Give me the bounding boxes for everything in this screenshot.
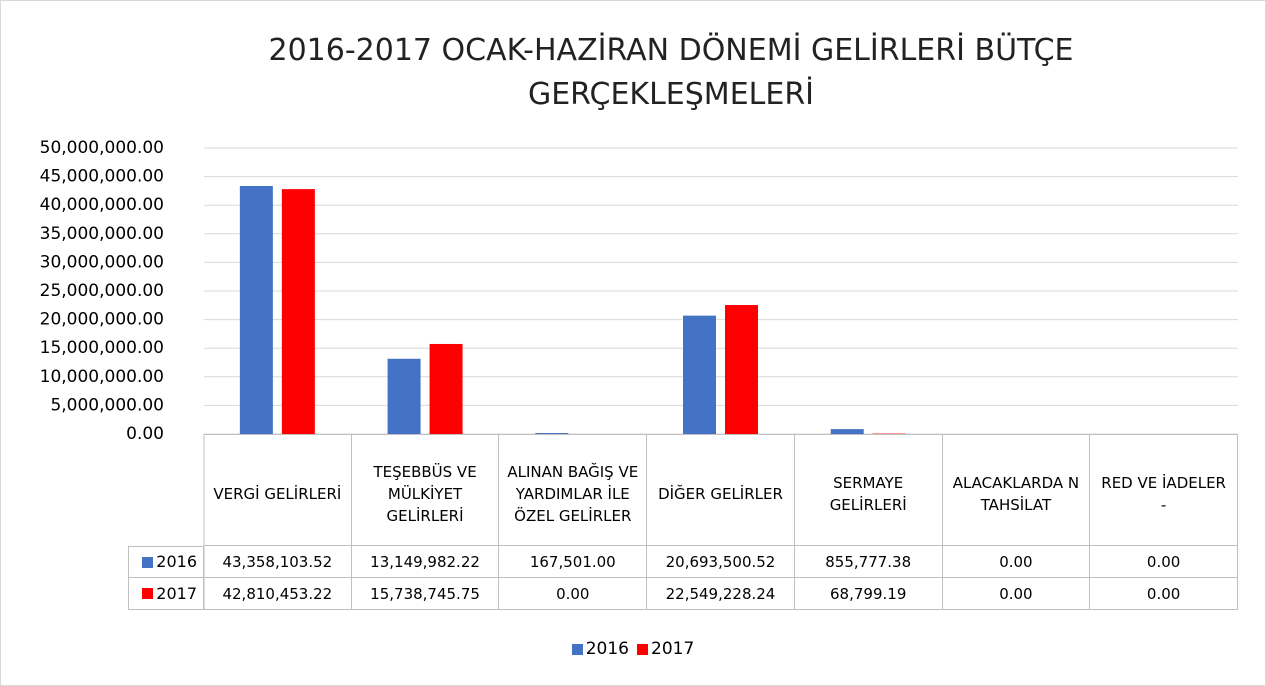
y-tick-label: 15,000,000.00 [40,338,164,358]
bar [429,343,463,434]
legend-key [637,643,648,655]
table-value: 0.00 [1090,546,1238,578]
x-tick-label: SERMAYE GELİRLERİ [794,434,943,546]
bar [239,185,273,434]
legend-key [142,556,154,568]
table-value: 13,149,982.22 [351,546,500,578]
x-tick-label: ALINAN BAĞIŞ VE YARDIMLAR İLE ÖZEL GELİR… [499,434,648,546]
table-value: 855,777.38 [794,546,943,578]
y-tick-label: 30,000,000.00 [40,252,164,272]
table-value: 0.00 [499,578,648,610]
bar [281,189,315,434]
x-tick-label: RED VE İADELER - [1090,434,1238,546]
bar [830,429,864,434]
y-tick-label: 10,000,000.00 [40,367,164,387]
y-tick-label: 0.00 [126,424,164,444]
x-tick-label: VERGİ GELİRLERİ [204,434,352,546]
table-value: 43,358,103.52 [204,546,352,578]
x-tick-label: DİĞER GELİRLER [647,434,795,546]
bar [683,315,716,434]
y-tick-label: 25,000,000.00 [40,281,164,301]
table-value: 22,549,228.24 [647,578,795,610]
legend-label: 2016 [585,639,629,659]
table-series-label: 2016 [128,546,204,578]
x-tick-label: ALACAKLARDA N TAHSİLAT [942,434,1091,546]
x-tick-label: TEŞEBBÜS VE MÜLKİYET GELİRLERİ [351,434,500,546]
table-value: 42,810,453.22 [204,578,352,610]
y-tick-label: 50,000,000.00 [40,138,164,158]
bar [535,433,569,434]
table-value: 68,799.19 [794,578,943,610]
table-value: 20,693,500.52 [647,546,795,578]
chart-title: 2016-2017 OCAK-HAZİRAN DÖNEMİ GELİRLERİ … [268,33,1074,112]
table-value: 15,738,745.75 [351,578,500,610]
legend-key [571,643,583,655]
table-value: 0.00 [1090,578,1238,610]
y-tick-label: 45,000,000.00 [40,167,164,187]
bar [725,305,758,434]
bar [387,358,421,434]
y-tick-label: 40,000,000.00 [40,195,164,215]
table-value: 167,501.00 [499,546,648,578]
series-name: 2016 [156,552,197,571]
table-value: 0.00 [942,578,1091,610]
y-tick-label: 5,000,000.00 [50,395,164,415]
table-value: 0.00 [942,546,1091,578]
series-name: 2017 [156,583,197,603]
y-tick-label: 35,000,000.00 [40,224,164,244]
legend-key [142,588,154,599]
y-tick-label: 20,000,000.00 [40,310,164,330]
table-series-label: 2017 [128,578,204,610]
legend-label: 2017 [651,639,695,659]
legend: 2016 2017 [1,639,1265,659]
